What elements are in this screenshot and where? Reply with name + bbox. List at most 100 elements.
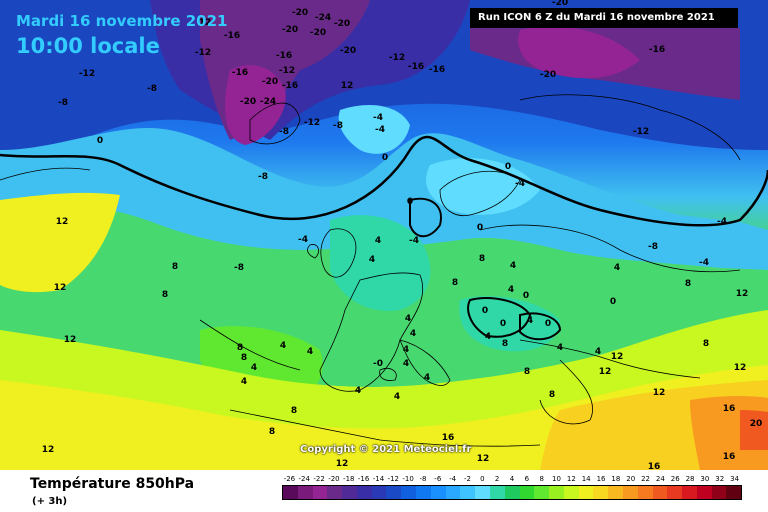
legend-swatch [711,486,727,499]
isotherm-value-label: -12 [633,127,649,137]
legend-swatch [283,486,298,499]
model-run-banner: Run ICON 6 Z du Mardi 16 novembre 2021 [470,8,738,28]
legend-tick-label: 26 [670,475,680,483]
isotherm-value-label: 12 [336,459,349,469]
legend-swatch [430,486,446,499]
forecast-time: 10:00 locale [16,34,160,58]
lead-time: (+ 3h) [32,496,68,507]
legend-swatch [578,486,594,499]
isotherm-value-label: 8 [237,343,243,353]
legend-swatch [696,486,712,499]
isotherm-value-label: 4 [403,359,409,369]
legend-swatch [327,486,343,499]
isotherm-value-label: 4 [557,343,563,353]
isotherm-value-label: 8 [172,262,178,272]
isotherm-value-label: 0 [97,136,103,146]
legend-tick-label: 8 [539,475,544,483]
legend-tick-labels: -26 -24 -22 -20 -18 -16 -14 -12 -10 -8 -6 -4 -2 0 2 4 6 8… [282,475,742,485]
isotherm-value-label: 4 [280,341,286,351]
legend-swatch [297,486,313,499]
isotherm-value-label: 8 [549,390,555,400]
isotherm-value-label: -20 [552,0,568,8]
isotherm-value-label: 0 [505,162,511,172]
isotherm-value-label: -8 [279,127,289,137]
legend-swatch [593,486,609,499]
isotherm-value-label: 12 [477,454,490,464]
isotherm-value-label: 0 [610,297,616,307]
legend-swatch [726,486,742,499]
isotherm-value-label: 4 [403,345,409,355]
isotherm-value-label: -20 [240,97,256,107]
legend-tick-label: -8 [419,475,427,483]
isotherm-value-label: -16 [408,62,424,72]
legend-swatch [519,486,535,499]
isotherm-value-label: 16 [723,404,736,414]
isotherm-value-label: -16 [649,45,665,55]
legend-tick-label: -6 [434,475,442,483]
isotherm-value-label: 8 [685,279,691,289]
parameter-title: Température 850hPa [30,476,195,492]
isotherm-value-label: -16 [429,65,445,75]
copyright-notice: Copyright © 2021 Meteociel.fr [300,444,472,455]
isotherm-value-label: -8 [258,172,268,182]
legend-tick-label: 20 [626,475,636,483]
legend-tick-label: -22 [313,475,325,483]
legend-tick-label: 24 [655,475,665,483]
legend-tick-label: 4 [509,475,515,483]
legend-tick-label: -20 [328,475,340,483]
isotherm-value-label: -20 [540,70,556,80]
legend-swatch [652,486,668,499]
isotherm-value-label: -20 [282,25,298,35]
isotherm-value-label: -4 [699,258,709,268]
isotherm-value-label: 0 [482,306,488,316]
isotherm-value-label: 0 [500,319,506,329]
isotherm-value-label: -4 [515,179,525,189]
isotherm-value-label: -8 [58,98,68,108]
temperature-map: 12 -16 -12 -12 -8 -8 -16 -20 -24 -20 -20 -20 -20 -16-… [0,0,768,470]
isotherm-value-label: 8 [452,278,458,288]
isotherm-value-label: -4 [717,217,727,227]
legend-swatch [622,486,638,499]
isotherm-value-label: 4 [485,332,491,342]
isotherm-value-label: 0 [407,197,413,207]
isotherm-value-label: -16 [224,31,240,41]
isotherm-value-label: 8 [269,427,275,437]
legend-tick-label: 16 [596,475,606,483]
legend-swatch [637,486,653,499]
isotherm-value-label: -20 [310,28,326,38]
legend-tick-label: -2 [463,475,471,483]
isotherm-value-label: 16 [648,462,661,470]
isotherm-value-label: 4 [375,236,381,246]
isotherm-value-label: 4 [251,363,257,373]
isotherm-value-label: -0 [373,359,383,369]
legend-tick-label: -4 [449,475,457,483]
isotherm-value-label: -16 [282,81,298,91]
legend-tick-label: 30 [700,475,710,483]
legend-tick-label: -10 [402,475,414,483]
isotherm-value-label: -4 [409,236,419,246]
isotherm-value-label: -24 [260,97,276,107]
legend-tick-label: 28 [685,475,695,483]
legend-tick-label: -24 [298,475,310,483]
isotherm-value-label: 12 [56,217,69,227]
isotherm-value-label: 12 [42,445,55,455]
legend-swatch [549,486,564,499]
legend-swatch [667,486,683,499]
legend-swatch [563,486,579,499]
isotherm-value-label: -20 [340,46,356,56]
legend-tick-label: 2 [494,475,500,483]
legend-tick-label: -12 [387,475,399,483]
legend-tick-label: 14 [581,475,591,483]
isotherm-value-label: -4 [375,125,385,135]
legend-swatch [489,486,505,499]
isotherm-value-label: 4 [405,314,411,324]
isotherm-value-label: 8 [291,406,297,416]
isotherm-value-label: 4 [595,347,601,357]
legend-tick-label: 32 [715,475,725,483]
isotherm-value-label: 4 [510,261,516,271]
isotherm-value-label: 0 [477,223,483,233]
legend-swatch [371,486,387,499]
isotherm-value-label: 12 [734,363,747,373]
isotherm-value-label: 12 [611,352,624,362]
isotherm-value-label: -4 [373,113,383,123]
